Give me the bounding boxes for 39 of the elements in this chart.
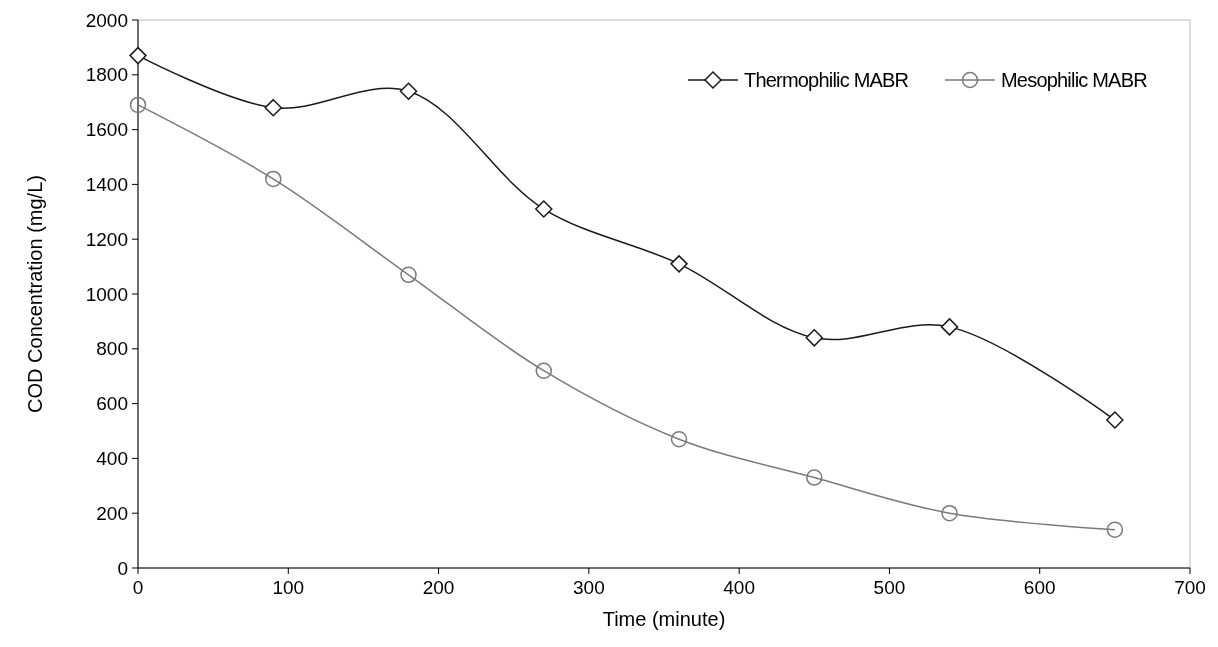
point (399, 82, 418, 100)
legend-label: Mesophilic MABR (1001, 69, 1148, 91)
y-tick-label: 1600 (85, 119, 128, 141)
y-axis-title: COD Concentration (mg/L) (24, 175, 46, 413)
point (940, 318, 959, 336)
y-tick-label: 200 (96, 502, 128, 524)
point (670, 255, 688, 273)
x-axis-title: Time (minute) (602, 608, 726, 630)
x-tick-label: 200 (422, 577, 455, 598)
x-tick-label: 100 (272, 577, 305, 598)
y-tick-label: 400 (96, 448, 128, 470)
point (670, 430, 688, 448)
x-tick-label: 300 (573, 577, 605, 598)
point (941, 504, 958, 522)
y-tick-label: 800 (96, 338, 128, 360)
legend-label: Thermophilic MABR (744, 69, 909, 91)
y-tick-label: 1200 (85, 228, 128, 250)
point (806, 469, 823, 486)
y-tick-label: 600 (96, 393, 128, 415)
point (535, 362, 553, 379)
point (1106, 521, 1124, 538)
x-tick-label: 600 (1023, 577, 1056, 598)
x-tick-label: 0 (132, 577, 144, 598)
x-tick-label: 700 (1174, 577, 1206, 598)
point (535, 200, 553, 218)
y-tick-label: 1000 (85, 283, 128, 305)
x-tick-label: 400 (723, 577, 755, 598)
point (400, 266, 417, 284)
x-tick-label: 500 (873, 577, 906, 598)
y-tick-label: 0 (117, 557, 128, 579)
point (265, 170, 282, 188)
point (129, 46, 147, 65)
point (805, 329, 824, 347)
y-tick-label: 2000 (85, 9, 128, 31)
point (264, 98, 283, 117)
point (129, 96, 147, 114)
point (1106, 411, 1124, 429)
y-tick-label: 1800 (85, 64, 128, 86)
y-tick-label: 1400 (85, 174, 128, 196)
